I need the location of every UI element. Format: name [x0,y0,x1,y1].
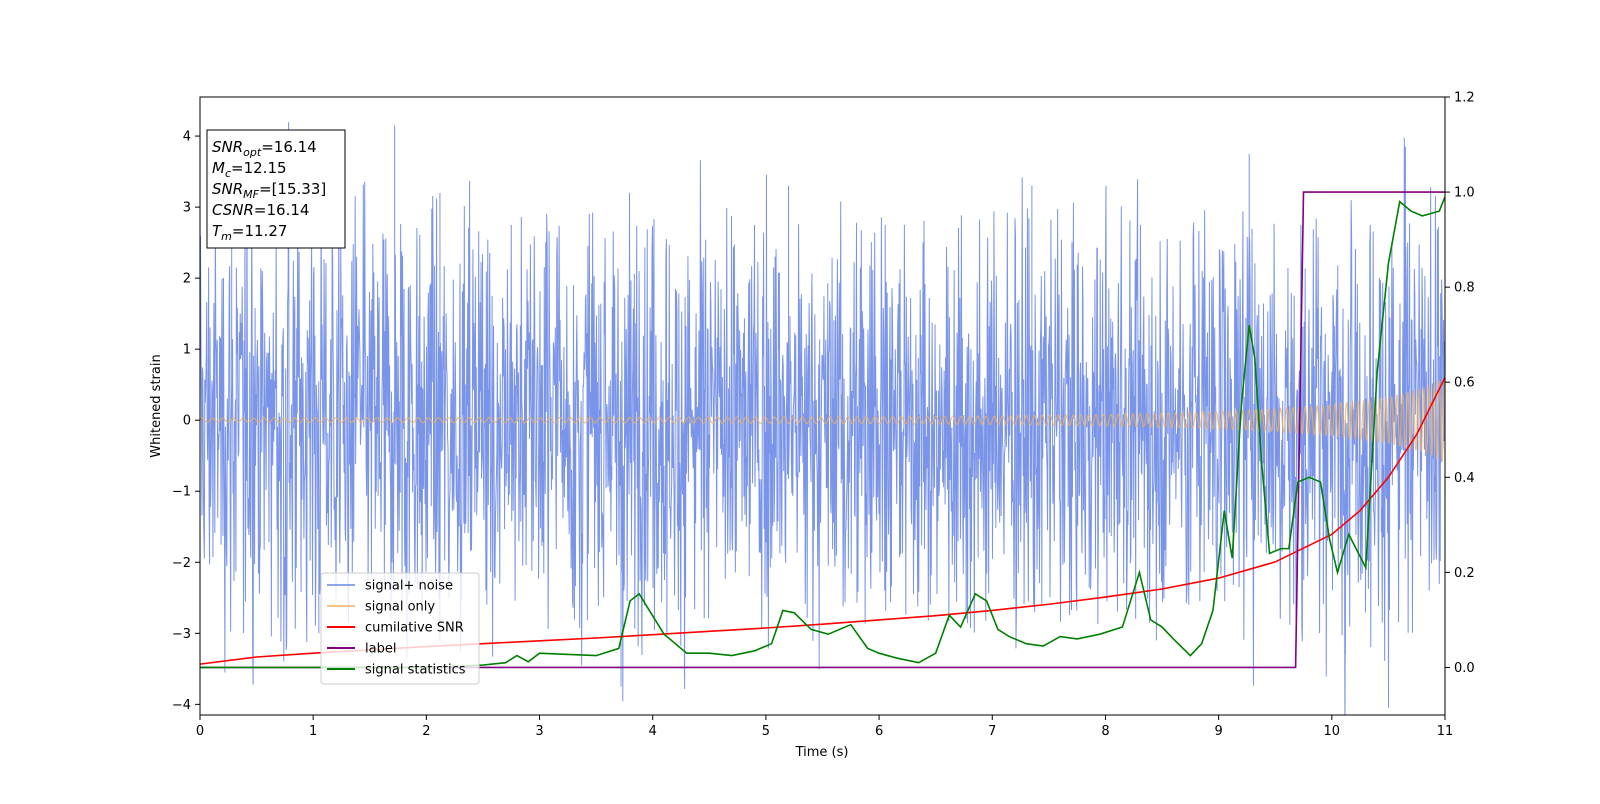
y2-tick-label: 0.6 [1454,376,1475,391]
annotation-frame [206,129,346,249]
x-tick-label: 3 [535,724,543,739]
y2-tick-label: 1.2 [1454,91,1475,106]
annotation-line: Mc=12.15 [212,159,287,180]
y-tick-label: 4 [183,130,191,145]
legend-label: signal only [365,600,435,615]
y-tick-label: 1 [183,343,191,358]
x-tick-label: 1 [309,724,317,739]
x-tick-label: 10 [1324,724,1341,739]
x-tick-label: 11 [1437,724,1454,739]
annotation-line: SNRopt=16.14 [212,138,317,159]
axis-layer: 0 1 2 3 4 5 6 7 8 9 10 11 −4 −3 −2 −1 0 1 2 3 4 0.0 0.2 0.4 0.6 0… [172,91,1475,740]
x-axis-label: Time (s) [795,745,849,760]
y2-tick-label: 0.2 [1454,566,1475,581]
annotation-line: SNRMF=[15.33] [212,180,326,201]
y-tick-label: 2 [183,272,191,287]
x-tick-label: 9 [1214,724,1222,739]
y-tick-label: −2 [172,556,191,571]
legend-label: cumilative SNR [365,621,464,636]
x-tick-label: 7 [988,724,996,739]
y2-tick-label: 0.0 [1454,661,1475,676]
annotation-box: SNRopt=16.14Mc=12.15SNRMF=[15.33]CSNR=16… [206,129,346,249]
y-tick-label: 0 [183,414,191,429]
y-tick-label: −4 [172,698,191,713]
x-tick-label: 4 [649,724,657,739]
legend-label: signal statistics [365,663,466,678]
legend: signal+ noise signal only cumilative SNR la… [320,572,480,685]
plot-frame [199,96,1446,716]
series-layer [200,122,1445,715]
y2-tick-label: 1.0 [1454,186,1475,201]
series-signal-statistics-line [200,196,1445,669]
annotation-line: CSNR=16.14 [212,201,309,219]
x-tick-label: 0 [196,724,204,739]
series-signal-only-line [200,378,1445,462]
legend-frame [320,572,480,685]
y-tick-label: −3 [172,627,191,642]
y-axis-label: Whitened strain [149,354,164,457]
series-signal-noise-line [200,122,1445,715]
y2-tick-label: 0.4 [1454,471,1475,486]
legend-label: signal+ noise [365,579,453,594]
series-label-line [200,191,1445,669]
y-tick-label: −1 [172,485,191,500]
x-tick-label: 5 [762,724,770,739]
y-tick-label: 3 [183,201,191,216]
legend-label: label [365,642,396,657]
annotation-line: Tm=11.27 [212,222,287,243]
x-tick-label: 6 [875,724,883,739]
y2-tick-label: 0.8 [1454,281,1475,296]
x-tick-label: 8 [1101,724,1109,739]
x-tick-label: 2 [422,724,430,739]
